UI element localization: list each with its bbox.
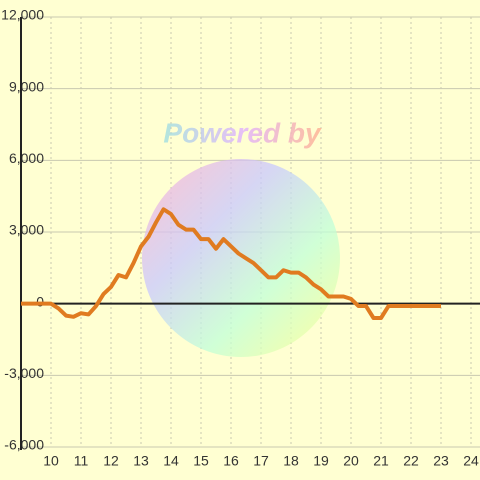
x-tick-label: 22: [403, 453, 419, 469]
watermark-text: Powered by: [163, 117, 322, 148]
x-tick-label: 16: [223, 453, 239, 469]
x-tick-label: 10: [43, 453, 59, 469]
x-tick-label: 23: [433, 453, 449, 469]
watermark-logo: [142, 159, 340, 357]
y-tick-label: 0: [36, 293, 44, 309]
y-tick-label: -6,000: [4, 437, 44, 453]
x-tick-label: 24: [463, 453, 479, 469]
data-line: [21, 207, 441, 320]
y-tick-label: 12,000: [1, 7, 44, 23]
x-tick-label: 19: [313, 453, 329, 469]
plot: -6,000 -3,000 0 3,000 6,000 9,000 12,000 10 11 12…: [1, 7, 480, 469]
x-tick-label: 12: [103, 453, 119, 469]
x-tick-label: 14: [163, 453, 179, 469]
x-tick-label: 11: [74, 453, 89, 469]
y-tick-label: 6,000: [9, 150, 44, 166]
x-tick-label: 18: [283, 453, 299, 469]
y-tick-label: 9,000: [9, 78, 44, 94]
y-tick-label: 3,000: [9, 222, 44, 238]
x-tick-label: 21: [373, 453, 389, 469]
y-tick-label: -3,000: [4, 365, 44, 381]
x-tick-label: 15: [193, 453, 209, 469]
x-tick-label: 20: [343, 453, 359, 469]
x-tick-label: 13: [133, 453, 149, 469]
x-tick-label: 17: [253, 453, 269, 469]
